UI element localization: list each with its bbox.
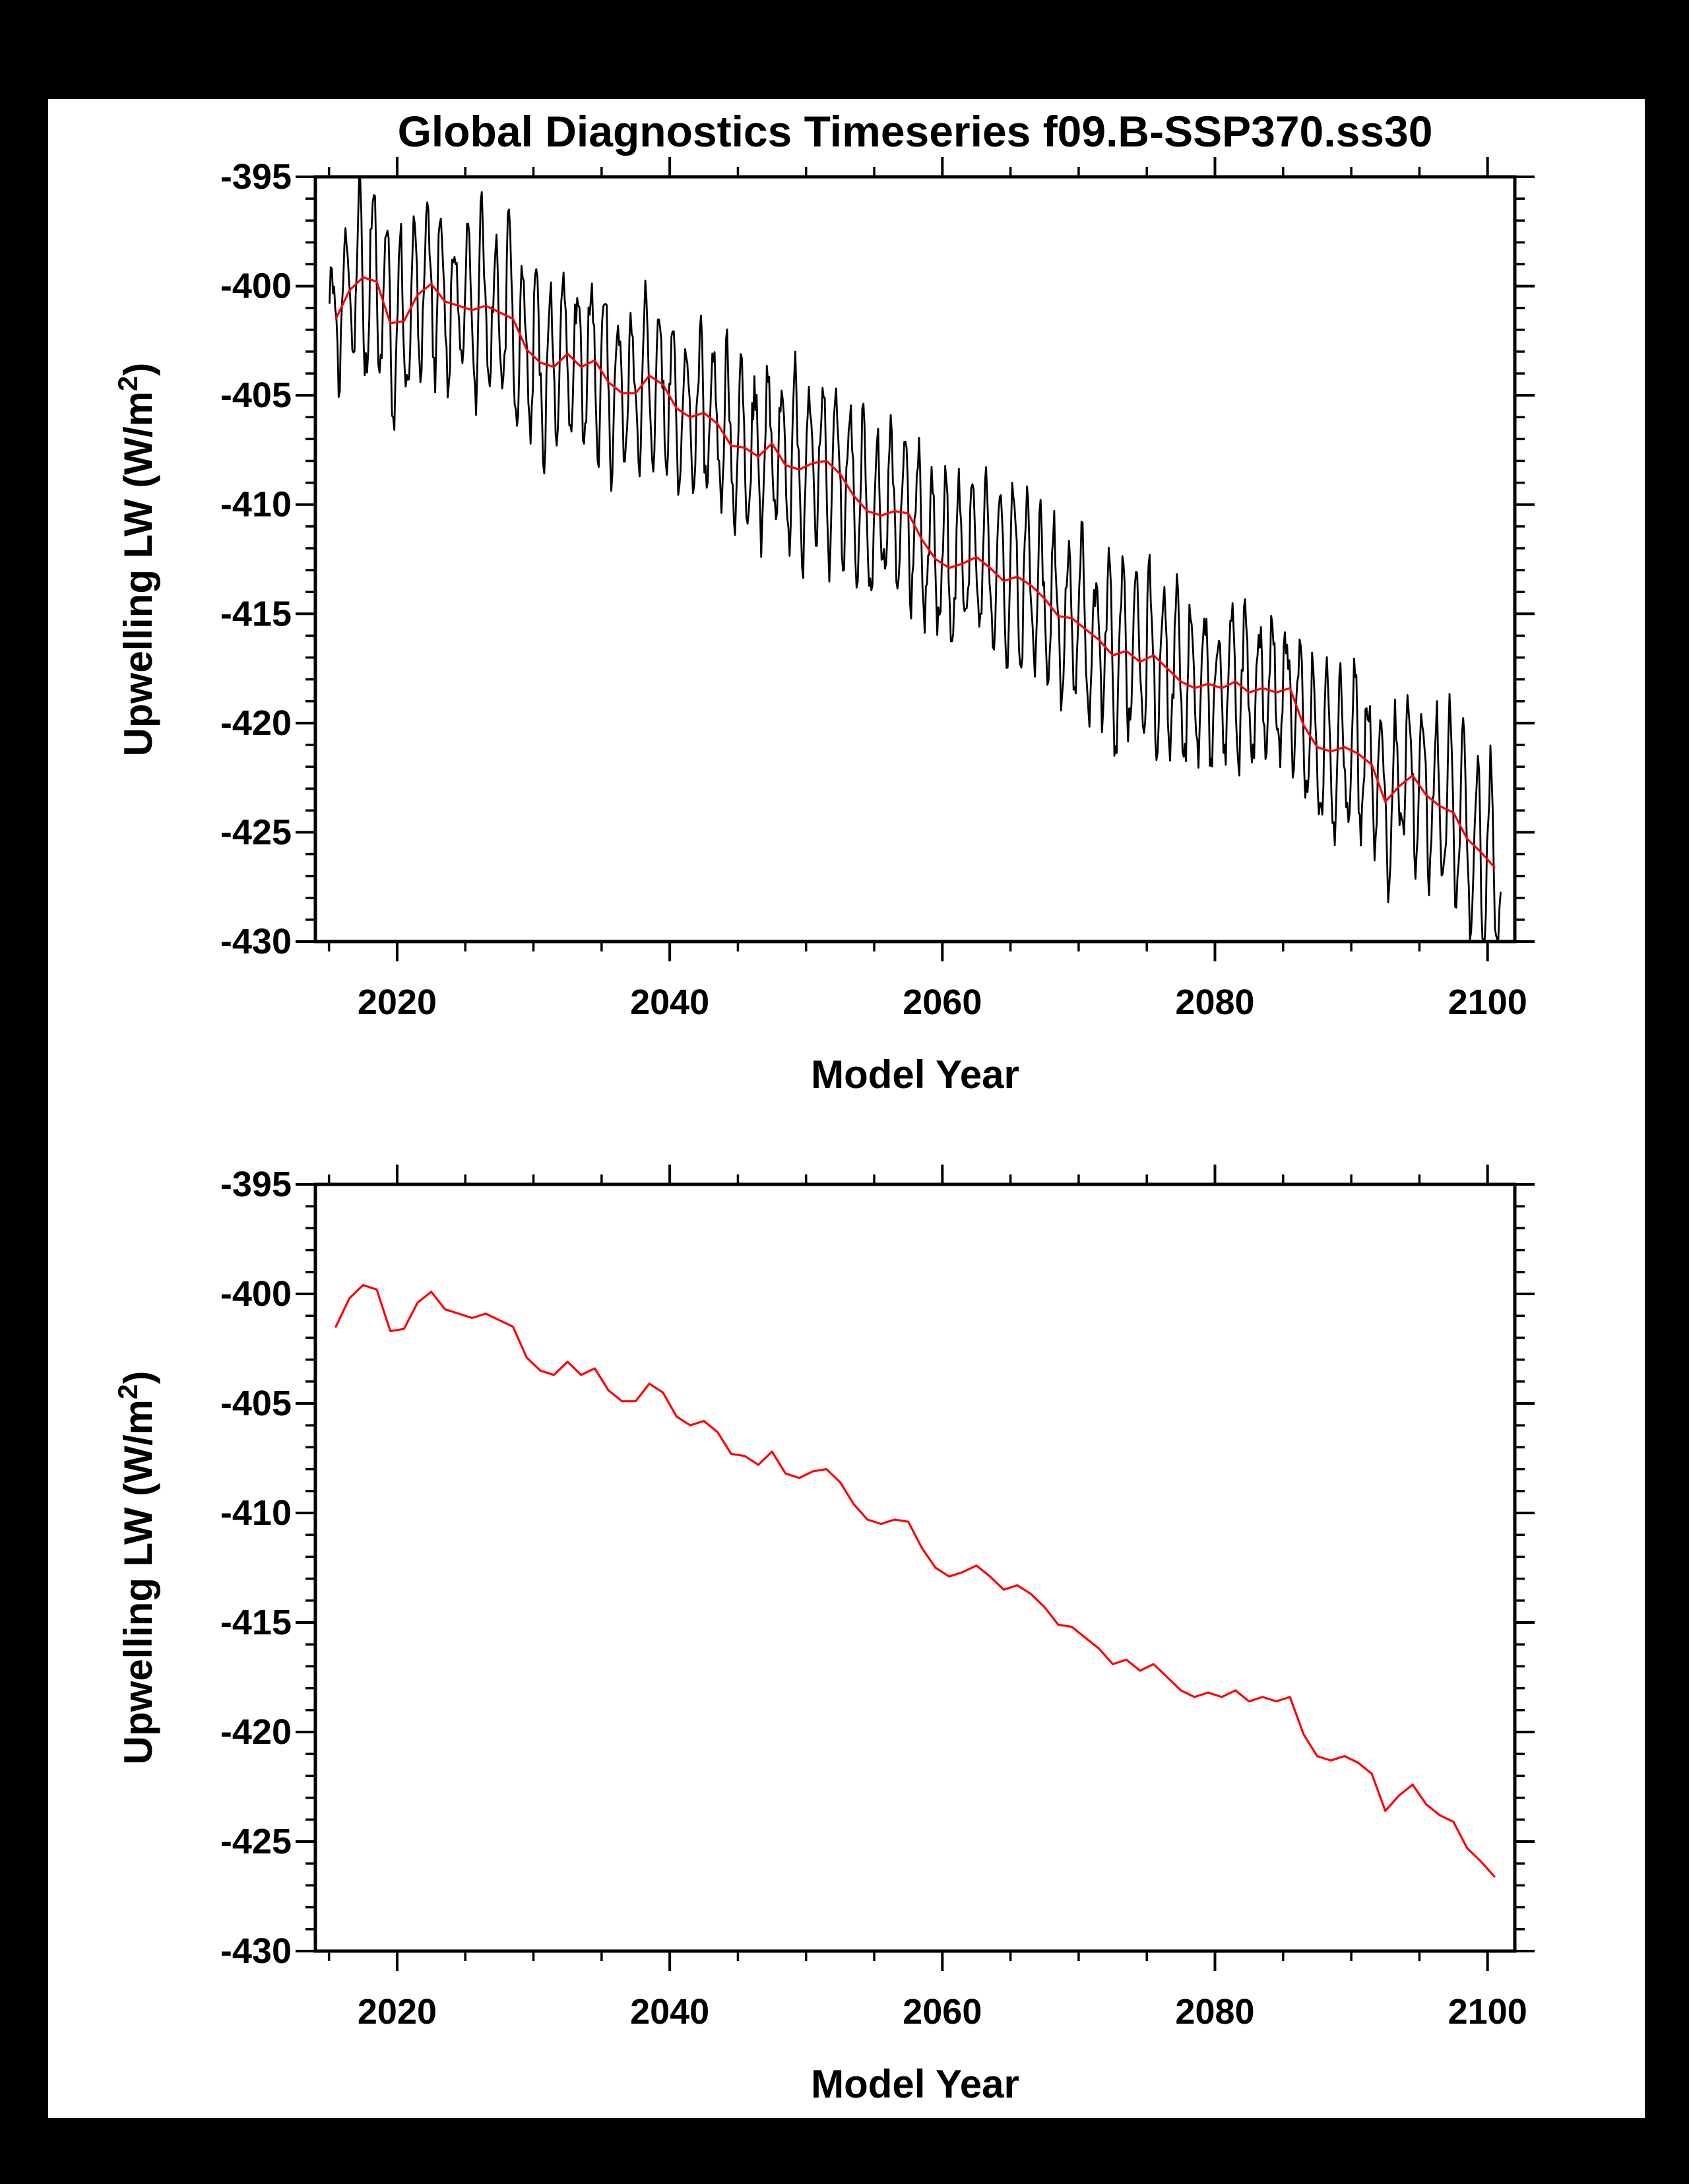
x-tick-label: 2080 [1175, 1992, 1254, 2032]
y-tick-label: -430 [220, 1931, 292, 1971]
x-tick-label: 2060 [903, 982, 982, 1022]
x-axis-label: Model Year [811, 1052, 1019, 1097]
y-tick-label: -420 [220, 703, 292, 743]
y-tick-label: -405 [220, 375, 292, 415]
y-tick-label: -415 [220, 1603, 292, 1642]
y-tick-label: -425 [220, 1822, 292, 1861]
y-tick-label: -410 [220, 485, 292, 525]
y-axis-label: Upwelling LW (W/m2) [112, 363, 160, 757]
x-tick-label: 2060 [903, 1992, 982, 2032]
panel-annual-mean: 2020 2040 2060 2080 2100 -395 -400 -405 -410 -415… [112, 1165, 1535, 2106]
x-tick-label: 2040 [630, 1992, 709, 2032]
axes-tick-labels: 2020 2040 2060 2080 2100 -395 -400 -405 -410 -415… [220, 157, 1527, 1022]
x-tick-label: 2080 [1175, 982, 1254, 1022]
y-axis-label: Upwelling LW (W/m2) [112, 1371, 160, 1765]
y-tick-label: -415 [220, 594, 292, 633]
plot-frame [313, 1182, 1517, 1953]
axes-tick-labels: 2020 2040 2060 2080 2100 -395 -400 -405 -410 -415… [220, 1165, 1527, 2032]
panel-monthly-and-annual: Global Diagnostics Timeseries f09.B-SSP3… [112, 107, 1535, 1097]
x-tick-label: 2100 [1448, 1992, 1527, 2032]
y-tick-label: -420 [220, 1712, 292, 1752]
y-tick-label: -395 [220, 1165, 292, 1204]
x-tick-label: 2020 [358, 982, 437, 1022]
y-tick-label: -400 [220, 1274, 292, 1314]
y-tick-label: -430 [220, 922, 292, 961]
x-tick-label: 2020 [358, 1992, 437, 2032]
y-tick-label: -405 [220, 1384, 292, 1423]
y-tick-label: -425 [220, 812, 292, 852]
y-tick-label: -395 [220, 157, 292, 197]
y-tick-label: -410 [220, 1493, 292, 1533]
annual-mean-line [335, 1284, 1496, 1878]
x-tick-label: 2040 [630, 982, 709, 1022]
x-tick-label: 2100 [1448, 982, 1527, 1022]
monthly-series-line [329, 177, 1502, 941]
y-tick-label: -400 [220, 267, 292, 306]
x-axis-label: Model Year [811, 2062, 1019, 2106]
chart-title: Global Diagnostics Timeseries f09.B-SSP3… [398, 107, 1433, 156]
plot-frame [313, 175, 1517, 944]
annual-mean-line [335, 276, 1496, 868]
